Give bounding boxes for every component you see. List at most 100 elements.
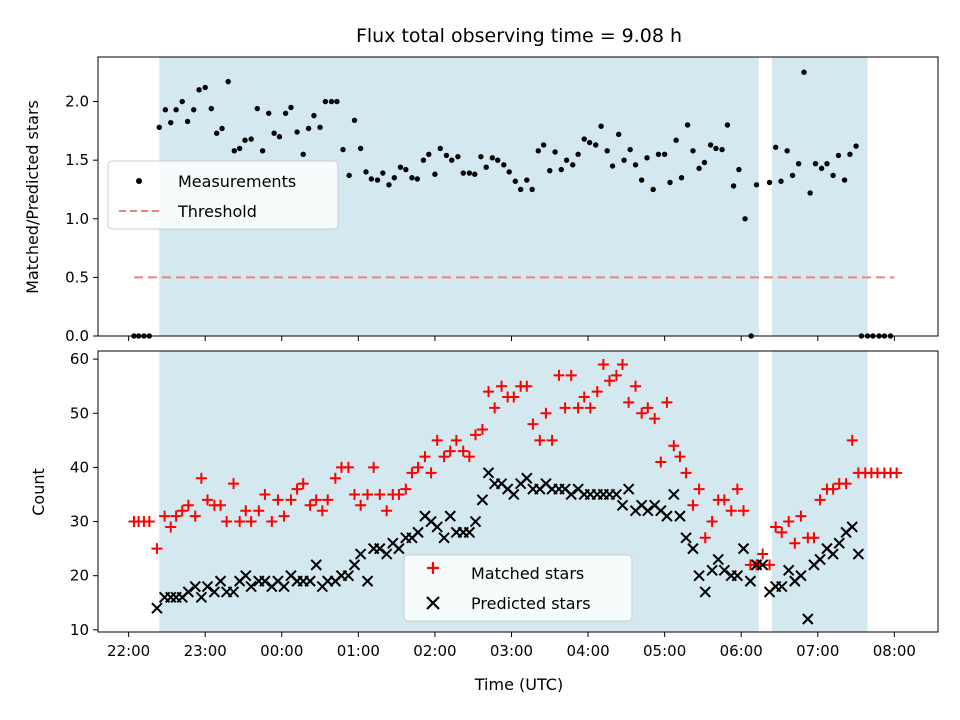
measurement-point — [236, 145, 243, 152]
count-x-ticks: 22:00 23:00 00:00 01:00 02:00 03:00 04:00 05:00… — [107, 632, 916, 660]
x-tick-label: 03:00 — [490, 642, 533, 660]
predicted-star-point — [782, 564, 795, 576]
matched-star-point — [706, 516, 718, 528]
measurement-point — [478, 153, 484, 160]
matched-star-point — [789, 537, 801, 549]
predicted-star-point — [693, 569, 705, 582]
legend-threshold-label: Threshold — [177, 202, 257, 221]
measurement-point — [489, 155, 496, 161]
measurement-point — [696, 165, 702, 172]
predicted-star-point — [151, 602, 163, 614]
measurement-point — [156, 124, 162, 131]
measurement-point — [403, 166, 409, 173]
measurement-point — [357, 145, 364, 152]
measurement-point — [524, 177, 530, 183]
matched-star-point — [450, 434, 462, 446]
matched-star-point — [143, 516, 155, 528]
measurement-point — [593, 142, 599, 148]
predicted-star-point — [444, 510, 456, 522]
matched-star-point — [764, 559, 776, 571]
matched-star-point — [680, 467, 692, 479]
matched-star-point — [617, 359, 629, 371]
measurement-point — [807, 190, 813, 196]
predicted-star-point — [795, 569, 807, 582]
measurement-point — [667, 179, 673, 186]
predicted-star-point — [259, 575, 271, 587]
measurement-point — [196, 87, 202, 93]
matched-star-point — [731, 483, 743, 495]
x-tick-label: 23:00 — [184, 642, 227, 660]
predicted-star-point — [565, 488, 577, 501]
predicted-star-point — [189, 580, 201, 593]
matched-star-point — [355, 499, 367, 511]
matched-star-point — [291, 483, 303, 495]
measurement-point — [466, 170, 473, 176]
measurement-point — [638, 177, 645, 183]
measurement-point — [168, 119, 174, 126]
measurement-point — [483, 164, 489, 170]
matched-star-point — [195, 472, 207, 484]
chart-title: Flux total observing time = 9.08 h — [356, 25, 682, 47]
x-tick-label: 05:00 — [643, 642, 686, 660]
predicted-star-point — [706, 564, 718, 576]
measurement-point — [713, 145, 719, 152]
measurement-point — [346, 172, 352, 179]
matched-star-point — [757, 548, 769, 560]
matched-star-point — [770, 521, 782, 533]
predicted-star-point — [699, 586, 711, 598]
ratio-x-ticks — [128, 336, 895, 341]
predicted-star-point — [622, 483, 635, 495]
matched-star-point — [725, 505, 737, 517]
matched-star-point — [591, 386, 603, 398]
measurement-point — [294, 129, 300, 135]
measurement-point — [841, 177, 848, 183]
count-y-ticks: 10 20 30 40 50 60 — [70, 350, 98, 639]
measurement-point — [835, 152, 842, 159]
matched-star-point — [476, 424, 488, 436]
predicted-star-point — [482, 467, 495, 479]
predicted-star-point — [680, 532, 692, 544]
predicted-star-point — [393, 542, 405, 555]
predicted-star-point — [412, 526, 424, 539]
measurement-point — [231, 148, 237, 154]
predicted-star-point — [827, 548, 839, 560]
matched-star-point — [228, 478, 240, 490]
predicted-star-point — [361, 575, 374, 587]
measurement-point — [437, 145, 443, 152]
legend-matched-label: Matched stars — [471, 564, 584, 583]
measurement-point — [317, 124, 323, 131]
ratio-panel-frame — [97, 56, 939, 337]
predicted-star-point — [737, 542, 750, 555]
x-tick-label: 02:00 — [413, 642, 456, 660]
measurement-point — [380, 170, 386, 176]
matched-star-point — [597, 359, 609, 371]
x-tick-label: 07:00 — [796, 642, 839, 660]
observing-window-band — [771, 351, 868, 632]
matched-star-point — [316, 505, 328, 517]
measurement-point — [334, 98, 340, 105]
measurement-point — [391, 175, 398, 181]
measurement-point — [266, 110, 272, 116]
predicted-star-point — [354, 548, 367, 560]
predicted-star-point — [438, 532, 450, 544]
predicted-star-point — [245, 580, 257, 593]
matched-star-point — [342, 461, 354, 473]
matched-star-point — [189, 510, 201, 522]
matched-star-point — [699, 532, 711, 544]
measurement-point — [202, 84, 208, 91]
matched-star-point — [381, 505, 393, 517]
measurement-point — [690, 148, 696, 154]
predicted-star-point — [687, 542, 699, 555]
predicted-star-point — [463, 526, 476, 539]
x-axis-label: Time (UTC) — [474, 675, 563, 694]
predicted-star-point — [469, 515, 482, 528]
measurement-point — [368, 176, 375, 182]
measurement-point — [328, 98, 335, 105]
count-panel: 10 20 30 40 50 60 22:00 23:00 00:00 01:00 02:00 03… — [29, 350, 939, 660]
predicted-star-point — [182, 586, 195, 598]
predicted-star-point — [776, 580, 788, 593]
matched-star-point — [412, 461, 424, 473]
predicted-star-point — [342, 569, 355, 582]
measurement-point — [586, 139, 593, 146]
